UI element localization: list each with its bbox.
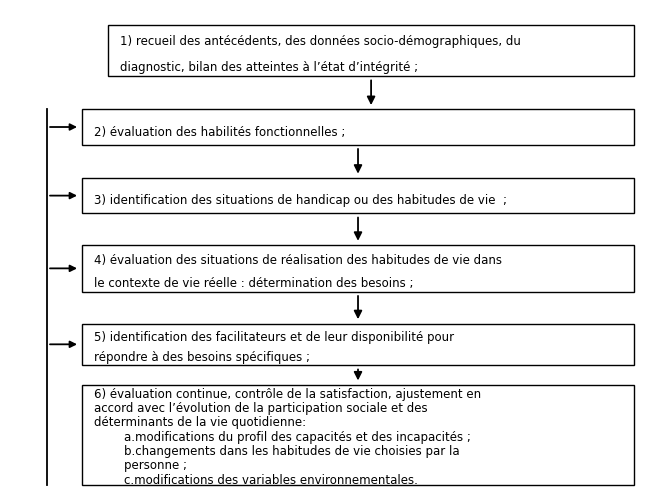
Text: personne ;: personne ; [93,460,187,472]
Text: le contexte de vie réelle : détermination des besoins ;: le contexte de vie réelle : déterminatio… [93,277,413,290]
FancyBboxPatch shape [82,178,634,213]
Text: 1) recueil des antécédents, des données socio-démographiques, du: 1) recueil des antécédents, des données … [120,35,521,48]
Text: b.changements dans les habitudes de vie choisies par la: b.changements dans les habitudes de vie … [93,445,460,458]
Text: accord avec l’évolution de la participation sociale et des: accord avec l’évolution de la participat… [93,402,428,415]
Text: déterminants de la vie quotidienne:: déterminants de la vie quotidienne: [93,416,305,430]
Text: c.modifications des variables environnementales.: c.modifications des variables environnem… [93,474,418,486]
Text: 5) identification des facilitateurs et de leur disponibilité pour: 5) identification des facilitateurs et d… [93,330,454,344]
Text: 3) identification des situations de handicap ou des habitudes de vie  ;: 3) identification des situations de hand… [93,194,507,207]
Text: 6) évaluation continue, contrôle de la satisfaction, ajustement en: 6) évaluation continue, contrôle de la s… [93,388,481,400]
Text: répondre à des besoins spécifiques ;: répondre à des besoins spécifiques ; [93,352,309,364]
FancyBboxPatch shape [82,245,634,292]
FancyBboxPatch shape [82,110,634,144]
FancyBboxPatch shape [108,24,634,76]
Text: 4) évaluation des situations de réalisation des habitudes de vie dans: 4) évaluation des situations de réalisat… [93,254,502,266]
FancyBboxPatch shape [82,324,634,365]
Text: diagnostic, bilan des atteintes à l’état d’intégrité ;: diagnostic, bilan des atteintes à l’état… [120,60,418,74]
FancyBboxPatch shape [82,385,634,485]
Text: 2) évaluation des habilités fonctionnelles ;: 2) évaluation des habilités fonctionnell… [93,126,345,139]
Text: a.modifications du profil des capacités et des incapacités ;: a.modifications du profil des capacités … [93,430,470,444]
